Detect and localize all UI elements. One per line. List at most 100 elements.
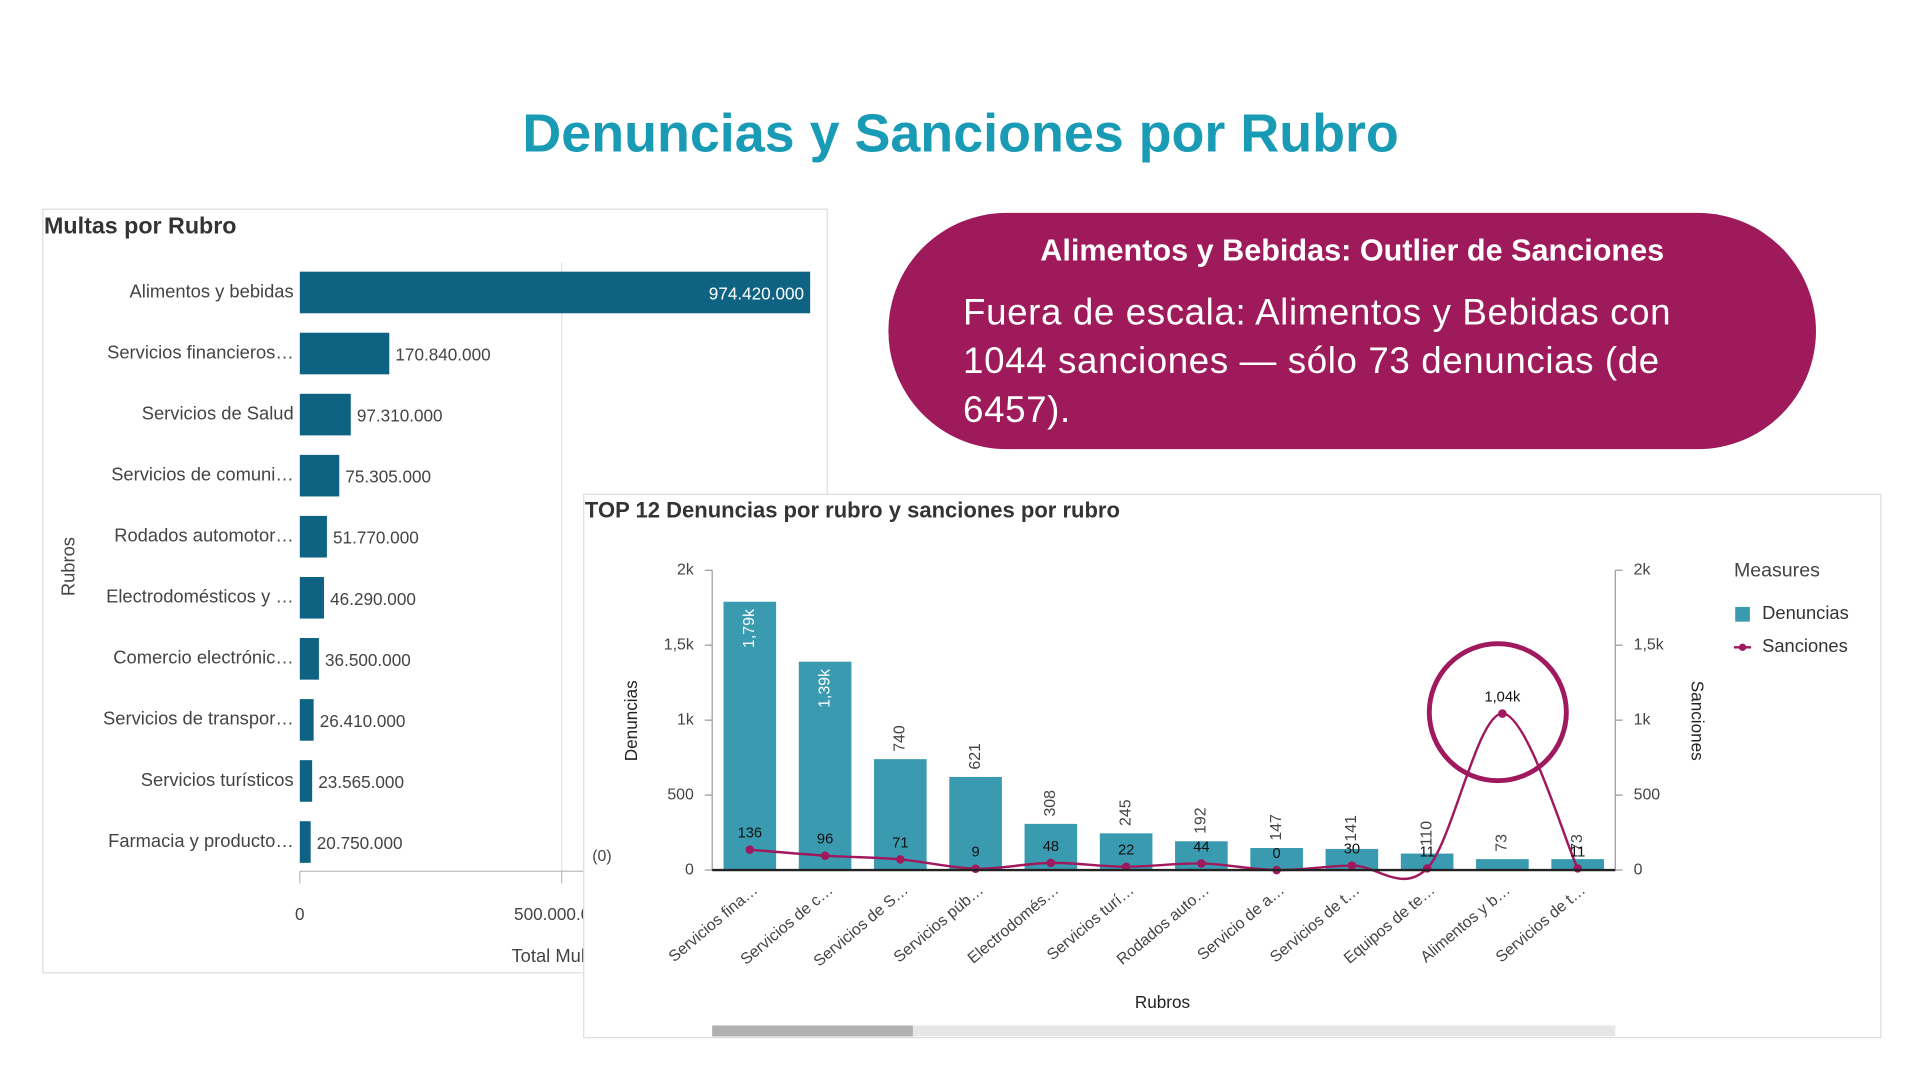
value-label: 170.840.000 — [395, 345, 490, 365]
value-label: 1,79k — [741, 609, 758, 648]
value-label: 48 — [1043, 839, 1059, 855]
callout-text: Fuera de escala: Alimentos y Bebidas con… — [963, 292, 1672, 431]
y-axis-label: Denuncias — [621, 680, 641, 761]
y-tick-label: Electrodomésticos y … — [106, 586, 294, 607]
value-label: 26.410.000 — [320, 711, 406, 731]
bar — [299, 332, 390, 375]
scrollbar-thumb — [712, 1025, 913, 1037]
value-label: 22 — [1118, 843, 1134, 859]
y2-tick-label: 2k — [1634, 561, 1651, 578]
value-label: 974.420.000 — [709, 283, 804, 303]
bar — [1250, 848, 1303, 871]
y-tick-label: 500 — [667, 786, 694, 803]
point — [745, 845, 755, 854]
value-label: 30 — [1344, 842, 1360, 858]
bar — [874, 759, 927, 871]
y2-tick-label: 500 — [1634, 786, 1661, 803]
point — [1573, 864, 1582, 873]
value-label: 11 — [1570, 844, 1585, 860]
bar — [299, 638, 319, 680]
y2-axis-label: Sanciones — [1688, 681, 1708, 761]
value-label: 71 — [892, 835, 908, 851]
value-label: 97.310.000 — [357, 406, 443, 426]
legend-label: Sanciones — [1762, 635, 1848, 656]
value-label: 23.565.000 — [318, 772, 404, 792]
point — [896, 855, 905, 864]
value-label: 11 — [1420, 844, 1435, 860]
chart-title: Multas por Rubro — [44, 213, 236, 239]
bar — [299, 699, 314, 741]
bar — [299, 821, 311, 863]
value-label: 110 — [1418, 821, 1435, 846]
y-tick-label: 2k — [677, 561, 694, 578]
value-label: 1,04k — [1484, 690, 1521, 706]
y-tick-label: Farmacia y producto… — [108, 830, 294, 851]
value-label: 96 — [817, 832, 833, 848]
y-tick-label: Servicios turísticos — [141, 769, 294, 790]
value-label: 0 — [1273, 846, 1281, 862]
point — [971, 864, 980, 873]
y-tick-label: Servicios financieros… — [107, 341, 294, 362]
value-label: 141 — [1343, 815, 1360, 842]
point — [820, 851, 830, 860]
value-label: 192 — [1193, 807, 1210, 834]
point — [1347, 861, 1357, 870]
x-axis-label: Rubros — [1135, 992, 1190, 1012]
annotation: (0) — [592, 848, 611, 865]
bar — [723, 601, 777, 871]
highlight-circle — [1426, 641, 1569, 784]
bar — [299, 271, 811, 314]
value-label: 73 — [1569, 834, 1586, 852]
value-label: 46.290.000 — [330, 589, 416, 609]
y-tick-label: Servicios de transpor… — [103, 708, 294, 729]
callout-heading: Alimentos y Bebidas: Outlier de Sancione… — [1040, 233, 1665, 268]
point — [1422, 864, 1432, 873]
bar — [299, 576, 325, 619]
legend-label: Denuncias — [1762, 602, 1849, 623]
value-label: 136 — [738, 826, 762, 842]
legend-swatch — [1738, 643, 1747, 652]
point — [1046, 858, 1056, 868]
value-label: 51.770.000 — [333, 528, 419, 548]
bar — [299, 760, 313, 802]
bar — [299, 393, 351, 436]
bar — [299, 515, 327, 558]
legend-swatch — [1735, 606, 1750, 622]
chart-title: TOP 12 Denuncias por rubro y sanciones p… — [585, 497, 1120, 522]
y-tick-label: 1,5k — [664, 636, 694, 653]
value-label: 36.500.000 — [325, 650, 411, 670]
value-label: 1,39k — [816, 669, 833, 708]
value-label: 44 — [1193, 839, 1209, 855]
bar — [798, 661, 852, 871]
y-tick-label: 1k — [677, 711, 694, 728]
y-axis-label: Rubros — [58, 537, 79, 596]
value-label: 9 — [972, 845, 980, 861]
bar — [1325, 848, 1379, 871]
y-tick-label: Servicios de Salud — [142, 402, 294, 423]
scrollbar-track — [712, 1025, 1616, 1037]
value-label: 740 — [892, 725, 909, 752]
value-label: 20.750.000 — [317, 833, 403, 853]
bar — [299, 454, 340, 497]
value-label: 245 — [1117, 799, 1134, 826]
point — [1197, 859, 1206, 868]
y2-tick-label: 1,5k — [1634, 636, 1664, 653]
bar — [1400, 853, 1454, 871]
page-title: Denuncias y Sanciones por Rubro — [522, 103, 1398, 163]
value-label: 621 — [967, 743, 984, 770]
panel — [583, 493, 1882, 1039]
y-tick-label: Alimentos y bebidas — [130, 280, 294, 301]
y-tick-label: 0 — [685, 861, 694, 878]
y-tick-label: Comercio electrónic… — [113, 647, 293, 668]
value-label: 308 — [1042, 790, 1059, 817]
legend-title: Measures — [1734, 560, 1820, 582]
y-tick-label: Servicios de comuni… — [111, 463, 294, 484]
callout: Alimentos y Bebidas: Outlier de Sancione… — [888, 212, 1816, 450]
y2-tick-label: 1k — [1634, 711, 1651, 728]
value-label: 75.305.000 — [345, 467, 431, 487]
y-tick-label: Rodados automotor… — [114, 525, 293, 546]
point — [1498, 709, 1507, 718]
